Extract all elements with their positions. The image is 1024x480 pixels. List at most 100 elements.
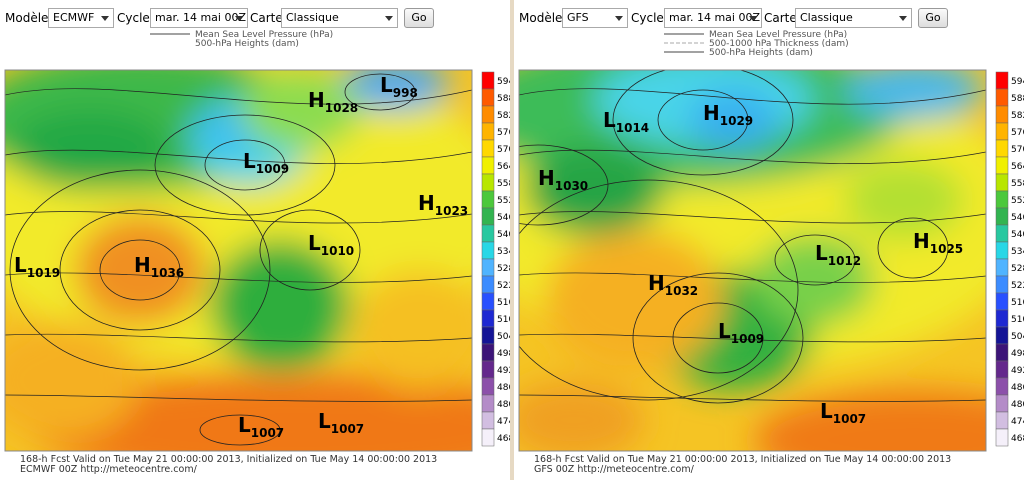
center-value: 1009 [256, 162, 289, 176]
cycle-label: Cycle: [117, 11, 154, 25]
colorbar-label: 468 [497, 434, 510, 444]
isobar [199, 414, 281, 446]
isobar [5, 394, 472, 402]
isobar [672, 302, 764, 374]
map-label: Carte: [250, 11, 287, 25]
fields [519, 70, 986, 451]
colorbar-label: 510 [1011, 315, 1024, 325]
colorbar-label: 516 [1011, 298, 1024, 308]
colorbar-label: 540 [497, 230, 510, 240]
pressure-center: L1007 [318, 409, 364, 436]
height-field [844, 160, 964, 240]
isobar [344, 73, 416, 111]
center-value: 1030 [555, 179, 588, 193]
isobar [519, 272, 986, 283]
colorbar-label: 552 [1011, 196, 1024, 206]
height-field [5, 320, 140, 440]
colorbar-label: 486 [1011, 383, 1024, 393]
pressure-center: L1012 [815, 241, 861, 268]
colorbar-cell [995, 309, 1009, 328]
pressure-center: H1028 [308, 88, 358, 115]
legend-text: 500-1000 hPa Thickness (dam) [709, 39, 849, 49]
height-field [544, 230, 724, 370]
colorbar-label: 504 [1011, 332, 1024, 342]
height-field [754, 390, 986, 451]
footer-text: 168-h Fcst Valid on Tue May 21 00:00:00 … [20, 454, 437, 465]
colorbar-label: 516 [497, 298, 510, 308]
colorbar-cell [481, 156, 495, 175]
colorbar-cell [995, 139, 1009, 158]
colorbar-label: 540 [1011, 230, 1024, 240]
center-letter: L [318, 409, 331, 433]
colorbar-label: 534 [1011, 247, 1024, 257]
center-letter: H [648, 271, 665, 295]
cycle-label: Cycle: [631, 11, 668, 25]
colorbar-label: 588 [497, 94, 510, 104]
pressure-center: H1023 [418, 191, 468, 218]
footer-text: 168-h Fcst Valid on Tue May 21 00:00:00 … [534, 454, 951, 465]
go-button[interactable]: Go [918, 8, 948, 28]
isobar [99, 239, 181, 301]
map-select[interactable]: Classique [281, 8, 398, 28]
pressure-center: L1007 [820, 399, 866, 426]
center-letter: L [603, 108, 616, 132]
colorbar-label: 480 [497, 400, 510, 410]
center-letter: H [538, 166, 555, 190]
center-value: 1032 [665, 284, 698, 298]
go-button[interactable]: Go [404, 8, 434, 28]
colorbar-cell [995, 394, 1009, 413]
colorbar-cell [481, 224, 495, 243]
center-letter: H [418, 191, 435, 215]
colorbar-label: 570 [497, 145, 510, 155]
colorbar-label: 546 [497, 213, 510, 223]
colorbar-cell [481, 343, 495, 362]
colorbar-cell [481, 360, 495, 379]
height-field [524, 145, 664, 235]
colorbar-cell [995, 360, 1009, 379]
pressure-center: L1010 [308, 231, 354, 258]
colorbar-label: 492 [497, 366, 510, 376]
colorbar-cell [481, 122, 495, 141]
center-value: 1019 [27, 266, 60, 280]
colorbar-cell [995, 343, 1009, 362]
colorbar-cell [995, 122, 1009, 141]
height-field [210, 240, 350, 370]
isobar [259, 209, 361, 291]
colorbar-cell [995, 258, 1009, 277]
center-value: 1007 [331, 422, 364, 436]
colorbar-label: 480 [1011, 400, 1024, 410]
map-select[interactable]: Classique [795, 8, 912, 28]
model-select[interactable]: ECMWF [48, 8, 114, 28]
map-panel: L998 H1028 L1009 H1023 L1010 L1019 H1036 L1007 L… [0, 0, 510, 480]
height-field [75, 215, 205, 325]
center-letter: H [913, 229, 930, 253]
footer-text: ECMWF 00Z http://meteocentre.com/ [20, 464, 198, 475]
model-select[interactable]: GFS [562, 8, 628, 28]
center-letter: L [380, 73, 393, 97]
center-value: 1012 [828, 254, 861, 268]
colorbar-label: 576 [1011, 128, 1024, 138]
colorbar-cell [995, 105, 1009, 124]
map-label: Carte: [764, 11, 801, 25]
colorbar-label: 468 [1011, 434, 1024, 444]
pressure-center: L1009 [718, 319, 764, 346]
center-letter: L [308, 231, 321, 255]
colorbar-label: 504 [497, 332, 510, 342]
colorbar-label: 564 [497, 162, 510, 172]
model-label: Modèle: [5, 11, 53, 25]
center-letter: L [815, 241, 828, 265]
isobar [5, 272, 472, 283]
isobar [657, 89, 749, 151]
map-canvas: L1014H1029H1030L1012H1025H1032L1009L1007… [518, 30, 1024, 475]
colorbar-cell [481, 292, 495, 311]
isobar [519, 149, 986, 164]
colorbar-cell [481, 88, 495, 107]
cycle-select[interactable]: mar. 14 mai 00Z [150, 8, 248, 28]
colorbar-cell [995, 173, 1009, 192]
cycle-select[interactable]: mar. 14 mai 00Z [664, 8, 762, 28]
model-label: Modèle: [519, 11, 567, 25]
colorbar-cell [481, 71, 495, 90]
colorbar-label: 474 [497, 417, 510, 427]
center-letter: H [703, 101, 720, 125]
